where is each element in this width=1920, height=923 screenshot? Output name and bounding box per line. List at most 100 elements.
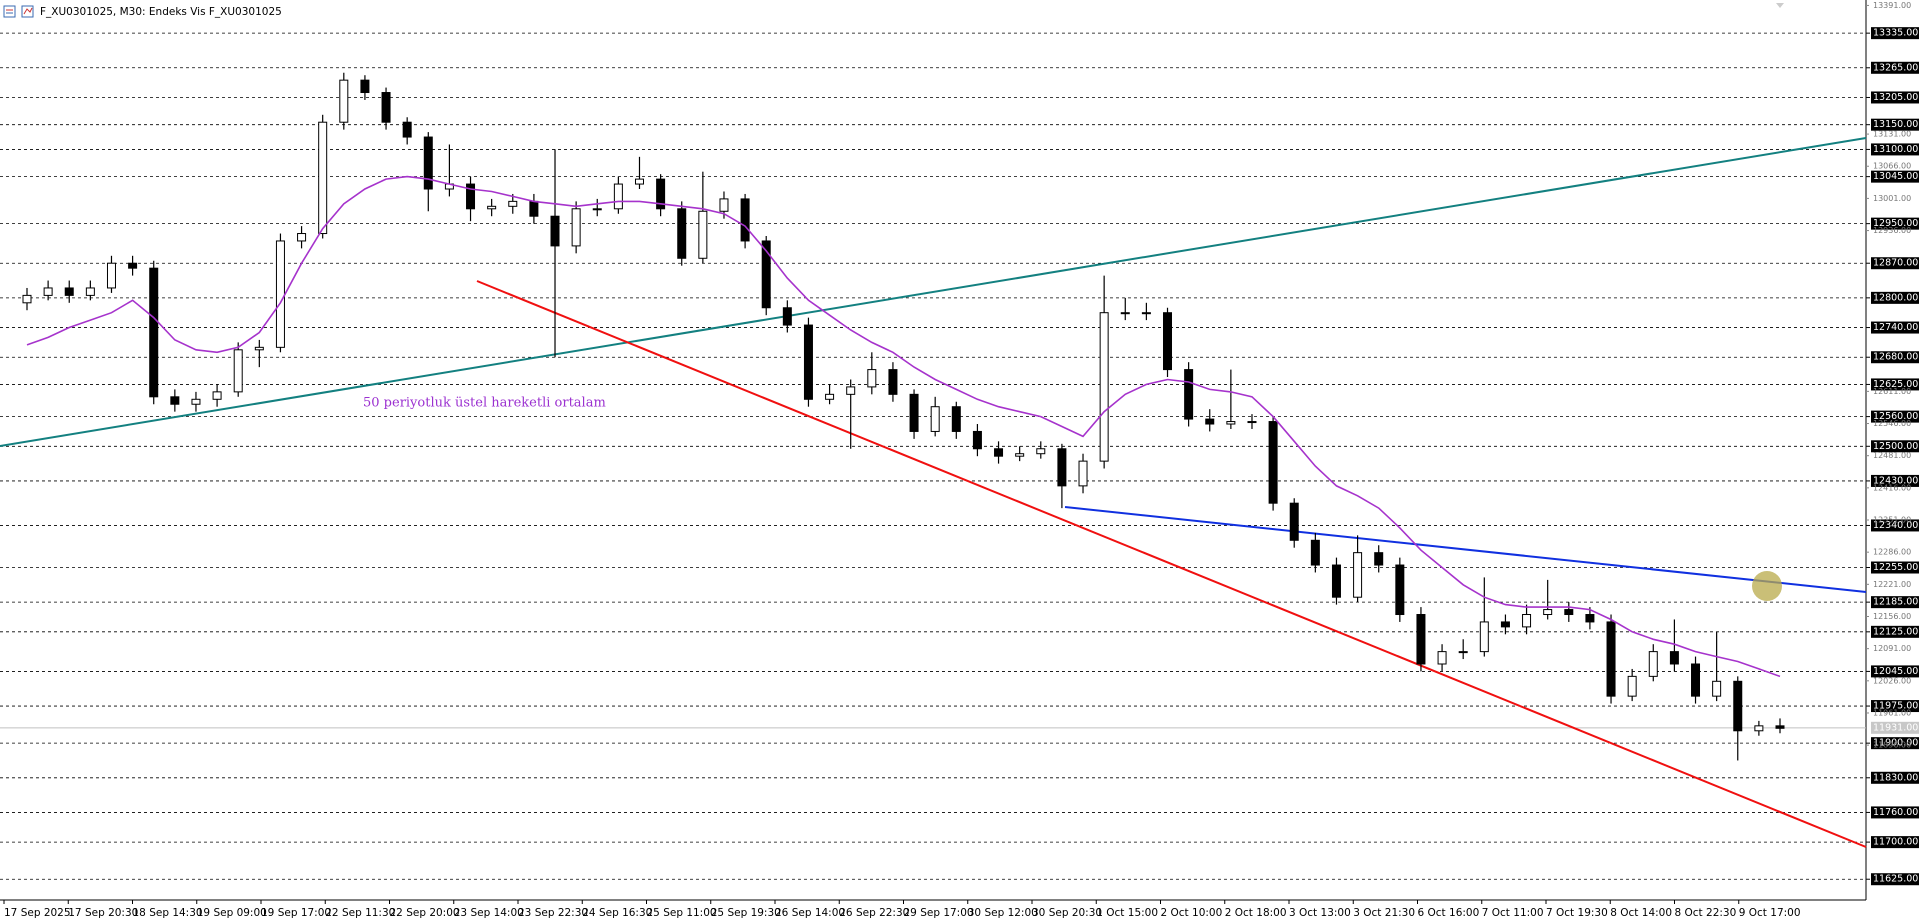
y-tick-box <box>1871 351 1919 364</box>
y-tick-label: 12430.00 <box>1873 475 1918 486</box>
x-tick-label: 9 Oct 17:00 <box>1739 907 1801 919</box>
candle-body <box>825 393 835 400</box>
y-tick-label: 13265.00 <box>1873 62 1918 73</box>
candle-body <box>1564 609 1574 616</box>
y-minor-label: 11961.00 <box>1873 708 1911 717</box>
candle-body <box>1606 621 1616 697</box>
candle-body <box>1691 663 1701 697</box>
y-tick-box <box>1871 321 1919 334</box>
highlight-circle <box>1752 571 1782 601</box>
x-tick-label: 19 Sep 09:00 <box>197 907 267 919</box>
candle-body <box>782 307 792 326</box>
candle-body <box>466 183 476 210</box>
candle-body <box>719 198 729 212</box>
candle-body <box>402 121 412 138</box>
candle-body <box>698 210 708 259</box>
candle-body <box>1268 421 1278 504</box>
y-minor-label: 12091.00 <box>1873 644 1911 653</box>
x-tick-label: 25 Sep 19:30 <box>711 907 781 919</box>
candle-body <box>1078 460 1088 487</box>
x-tick-label: 2 Oct 18:00 <box>1225 907 1287 919</box>
candle-body <box>1120 312 1130 315</box>
y-tick-label: 12950.00 <box>1873 218 1918 229</box>
candle-body <box>1247 421 1257 424</box>
y-minor-label: 12286.00 <box>1873 548 1911 557</box>
candle-body <box>909 393 919 432</box>
y-tick-label: 12625.00 <box>1873 379 1918 390</box>
candle-body <box>1226 421 1236 425</box>
trend-line-teal <box>0 137 1867 447</box>
x-tick-label: 17 Sep 2025 <box>4 907 71 919</box>
candle-body <box>1712 680 1722 697</box>
candle-body <box>339 79 349 123</box>
y-tick-label: 11760.00 <box>1873 807 1918 818</box>
x-tick-label: 25 Sep 11:00 <box>647 907 717 919</box>
candle-body <box>677 208 687 259</box>
y-tick-box <box>1871 665 1919 678</box>
candle-body <box>191 398 201 405</box>
candle-body <box>1015 453 1025 457</box>
trend-line-blue <box>1064 506 1867 593</box>
candle-body <box>85 287 95 296</box>
x-tick-label: 7 Oct 19:30 <box>1546 907 1608 919</box>
x-tick-label: 30 Sep 20:30 <box>1032 907 1102 919</box>
ema-line <box>26 175 1781 678</box>
candle-body <box>318 121 328 235</box>
candle-body <box>550 215 560 247</box>
y-tick-label: 13150.00 <box>1873 119 1918 130</box>
y-minor-label: 12936.00 <box>1873 226 1911 235</box>
candle-body <box>1057 448 1067 487</box>
y-tick-label: 12500.00 <box>1873 441 1918 452</box>
candle-body <box>1479 621 1489 653</box>
y-minor-label: 12416.00 <box>1873 483 1911 492</box>
y-tick-label: 11975.00 <box>1873 701 1918 712</box>
y-tick-label: 12680.00 <box>1873 352 1918 363</box>
x-tick-label: 7 Oct 11:00 <box>1482 907 1544 919</box>
y-tick-box <box>1871 217 1919 230</box>
y-tick-box <box>1871 170 1919 183</box>
candle-body <box>1036 448 1046 455</box>
y-minor-label: 12546.00 <box>1873 419 1911 428</box>
x-tick-label: 26 Sep 14:00 <box>775 907 845 919</box>
candle-body <box>381 92 391 123</box>
x-tick-label: 1 Oct 15:00 <box>1096 907 1158 919</box>
annotation: 50 periyotluk üstel hareketli ortalam <box>363 396 606 411</box>
candle-body <box>170 396 180 405</box>
candle-body <box>64 287 74 296</box>
y-tick-box <box>1871 440 1919 453</box>
current-price: 11931.00 <box>0 721 1919 734</box>
y-tick-box <box>1871 410 1919 423</box>
y-tick-box <box>1871 625 1919 638</box>
candle-body <box>1141 312 1151 315</box>
x-tick-label: 8 Oct 14:00 <box>1610 907 1672 919</box>
y-tick-box <box>1871 836 1919 849</box>
y-tick-label: 11700.00 <box>1873 837 1918 848</box>
candle-body <box>1310 539 1320 566</box>
candle-body <box>1099 312 1109 462</box>
candle-body <box>212 391 222 400</box>
y-tick-label: 12870.00 <box>1873 258 1918 269</box>
candle-body <box>43 287 53 296</box>
candle-body <box>571 208 581 247</box>
y-tick-box <box>1871 596 1919 609</box>
y-minor-label: 12026.00 <box>1873 676 1911 685</box>
candle-body <box>846 386 856 395</box>
y-tick-box <box>1871 378 1919 391</box>
candle-body <box>1775 725 1785 729</box>
ema <box>26 175 1781 678</box>
candle-body <box>128 262 138 269</box>
y-tick-label: 11900.00 <box>1873 738 1918 749</box>
candle-body <box>233 349 243 393</box>
y-tick-label: 13045.00 <box>1873 171 1918 182</box>
candle-body <box>1458 651 1468 654</box>
candle-body <box>1585 614 1595 623</box>
y-tick-label: 12125.00 <box>1873 626 1918 637</box>
y-tick-label: 13205.00 <box>1873 92 1918 103</box>
candle-body <box>888 369 898 395</box>
y-tick-box <box>1871 700 1919 713</box>
x-tick-label: 30 Sep 12:00 <box>968 907 1038 919</box>
y-tick-box <box>1871 91 1919 104</box>
y-minor-label: 12221.00 <box>1873 580 1911 589</box>
x-tick-label: 17 Sep 20:30 <box>68 907 138 919</box>
